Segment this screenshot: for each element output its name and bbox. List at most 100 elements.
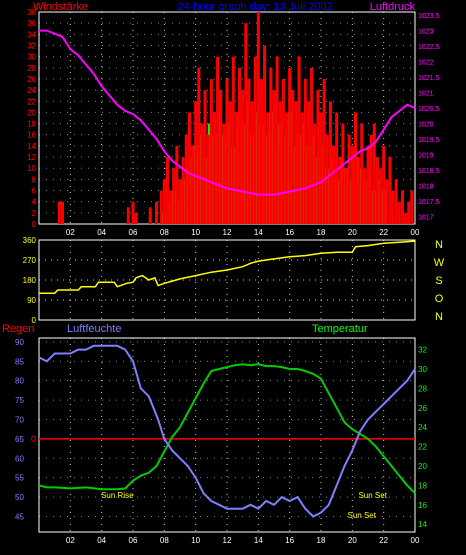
wind-bar	[250, 101, 254, 224]
humidity-y-axis-ticks: 45 50 55 60 65 70 75 80 85 90	[15, 338, 24, 522]
wind-bar	[391, 190, 395, 224]
wind-bar	[319, 112, 323, 224]
wind-bar	[169, 190, 173, 224]
wind-bar	[353, 112, 357, 224]
gust-bar	[245, 101, 250, 224]
x-tick-label: 14	[254, 228, 263, 237]
wind-y-tick-label: 24	[27, 86, 36, 95]
rain-zero-label: 0	[31, 434, 36, 444]
humidity-y-tick-label: 80	[15, 377, 24, 386]
pressure-y-tick-label: 1019	[418, 152, 434, 159]
wind-bar	[219, 90, 223, 225]
wind-y-tick-label: 30	[27, 53, 36, 62]
gust-bar	[254, 112, 259, 224]
wind-bar	[400, 190, 404, 224]
gust-bar	[217, 112, 222, 224]
gust-bar	[358, 168, 363, 224]
humidity-y-tick-label: 85	[15, 357, 24, 366]
wind-bar	[385, 179, 389, 224]
x-tick-label: 02	[66, 228, 75, 237]
compass-label: O	[435, 293, 444, 305]
wind-bar	[288, 67, 292, 224]
temperature-y-tick-label: 26	[418, 404, 427, 413]
wind-bar	[366, 145, 370, 224]
compass-label: N	[435, 239, 443, 251]
x-tick-label: 00	[411, 536, 420, 545]
humidity-y-tick-label: 90	[15, 338, 24, 347]
wind-bar	[126, 207, 130, 224]
gust-bar	[311, 134, 316, 224]
wind-y-tick-label: 20	[27, 108, 36, 117]
wind-bar	[272, 90, 276, 225]
wind-bar	[247, 78, 251, 225]
wind-bar	[184, 134, 188, 224]
wind-bar	[350, 145, 354, 224]
wind-x-axis-ticks: 02 04 06 08 10 12 14 16 18 20 22 00	[66, 228, 420, 237]
wind-bar	[200, 123, 204, 224]
wind-bar	[148, 207, 152, 224]
gust-bar	[264, 134, 269, 224]
wind-bar	[303, 78, 307, 225]
gust-bar	[348, 179, 353, 224]
gust-bar	[329, 157, 334, 224]
gust-bar	[207, 123, 212, 224]
temperature-y-tick-label: 22	[418, 443, 427, 452]
wind-bar	[341, 123, 345, 224]
x-tick-label: 08	[160, 228, 169, 237]
wind-bar	[228, 101, 232, 224]
wind-bar	[322, 78, 326, 225]
wind-bar	[407, 201, 411, 224]
wind-bar	[57, 201, 61, 224]
temperature-y-axis-ticks: 14 16 18 20 22 24 26 28 30 32	[418, 346, 427, 530]
wind-bar	[203, 90, 207, 225]
pressure-y-tick-label: 1021.5	[418, 75, 440, 82]
direction-y-axis-ticks: 0 90 180 270 360	[23, 236, 37, 325]
wind-bar	[332, 145, 336, 224]
humidity-y-tick-label: 70	[15, 415, 24, 424]
wind-bar	[206, 134, 210, 224]
x-tick-label: 18	[317, 536, 326, 545]
pressure-y-tick-label: 1018	[418, 183, 434, 190]
x-tick-label: 12	[223, 536, 232, 545]
pressure-y-tick-label: 1019.5	[418, 137, 440, 144]
wind-bar	[178, 179, 182, 224]
wind-bar	[360, 123, 364, 224]
gust-bar	[320, 145, 325, 224]
wind-y-tick-label: 18	[27, 120, 36, 129]
compass-label: S	[435, 275, 442, 287]
wind-bar	[397, 201, 401, 224]
wind-bar	[61, 201, 64, 224]
wind-y-tick-label: 6	[32, 187, 37, 196]
x-tick-label: 04	[97, 536, 106, 545]
wind-bar	[241, 90, 245, 225]
wind-bar	[197, 67, 201, 224]
wind-bar	[191, 145, 195, 224]
direction-y-tick-label: 90	[27, 296, 36, 305]
gust-bar	[273, 145, 278, 224]
x-tick-label: 06	[129, 228, 138, 237]
x-tick-label: 10	[191, 536, 200, 545]
wind-bar	[275, 56, 279, 225]
wind-bar	[225, 78, 229, 225]
wind-direction-series-line	[39, 240, 416, 295]
wind-bar	[344, 168, 348, 224]
wind-bar	[357, 157, 361, 224]
wind-bar	[300, 112, 304, 224]
wind-bar	[181, 157, 185, 224]
humidity-axis-title: Luftfeuchte	[67, 323, 121, 335]
humidity-y-tick-label: 45	[15, 512, 24, 521]
temperature-axis-title: Temperatur	[312, 323, 368, 335]
temperature-y-tick-label: 18	[418, 481, 427, 490]
pressure-y-tick-label: 1020	[418, 121, 434, 128]
wind-y-tick-label: 32	[27, 41, 36, 50]
wind-bar	[347, 134, 351, 224]
direction-y-tick-label: 270	[23, 256, 37, 265]
wind-y-tick-label: 28	[27, 64, 36, 73]
wind-bar	[375, 157, 379, 224]
wind-direction-grid	[39, 240, 415, 320]
wind-bar	[253, 56, 257, 225]
